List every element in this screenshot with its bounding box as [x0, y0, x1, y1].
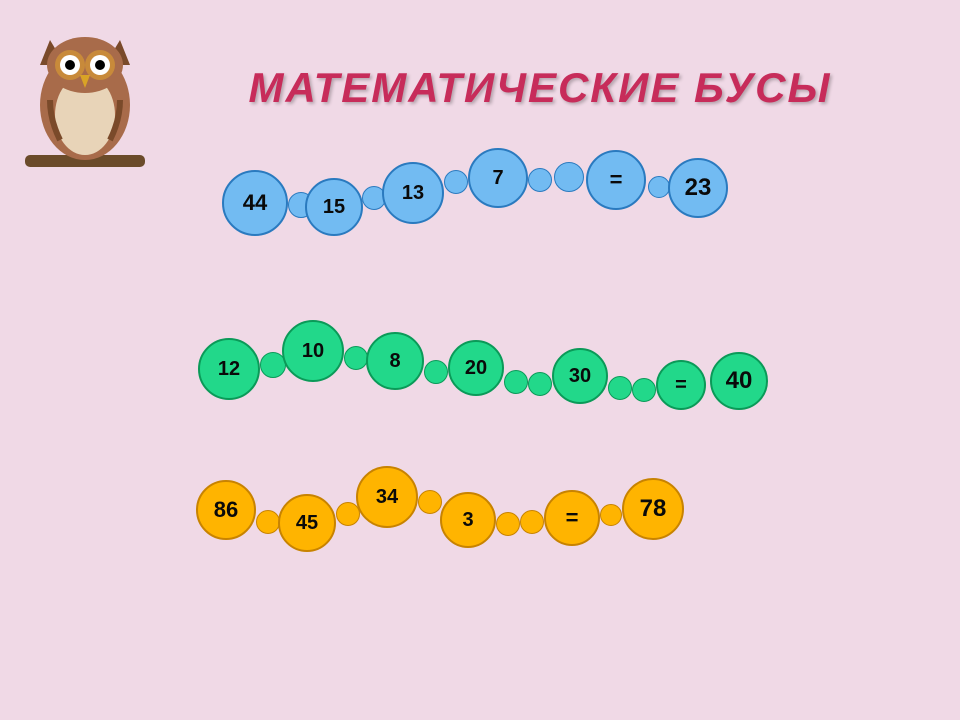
- orange-row-bead: [418, 490, 442, 514]
- green-row-bead: [608, 376, 632, 400]
- orange-row-bead: [496, 512, 520, 536]
- blue-row-bead: 13: [382, 162, 444, 224]
- orange-row-bead: [520, 510, 544, 534]
- green-row-bead: [344, 346, 368, 370]
- blue-row-bead: 44: [222, 170, 288, 236]
- blue-row-bead: 7: [468, 148, 528, 208]
- green-row-bead: [632, 378, 656, 402]
- green-row-bead: 30: [552, 348, 608, 404]
- blue-row-bead: 23: [668, 158, 728, 218]
- green-row-bead: 12: [198, 338, 260, 400]
- green-row-bead: 20: [448, 340, 504, 396]
- blue-row-bead: [554, 162, 584, 192]
- orange-row-bead: 86: [196, 480, 256, 540]
- blue-row-bead: 15: [305, 178, 363, 236]
- blue-row-bead: [648, 176, 670, 198]
- blue-row-bead: [528, 168, 552, 192]
- owl-icon: [20, 10, 160, 180]
- green-row-bead: [504, 370, 528, 394]
- green-row-bead: 8: [366, 332, 424, 390]
- orange-row-bead: [256, 510, 280, 534]
- blue-row-bead: [444, 170, 468, 194]
- green-row-bead: [528, 372, 552, 396]
- orange-row-bead: 3: [440, 492, 496, 548]
- green-row-bead: =: [656, 360, 706, 410]
- green-row-bead: 40: [710, 352, 768, 410]
- green-row-bead: [424, 360, 448, 384]
- orange-row-bead: 78: [622, 478, 684, 540]
- orange-row-bead: 45: [278, 494, 336, 552]
- page-title: МАТЕМАТИЧЕСКИЕ БУСЫ: [160, 64, 920, 112]
- orange-row-bead: 34: [356, 466, 418, 528]
- blue-row-bead: =: [586, 150, 646, 210]
- green-row-bead: 10: [282, 320, 344, 382]
- orange-row-bead: [600, 504, 622, 526]
- orange-row-bead: =: [544, 490, 600, 546]
